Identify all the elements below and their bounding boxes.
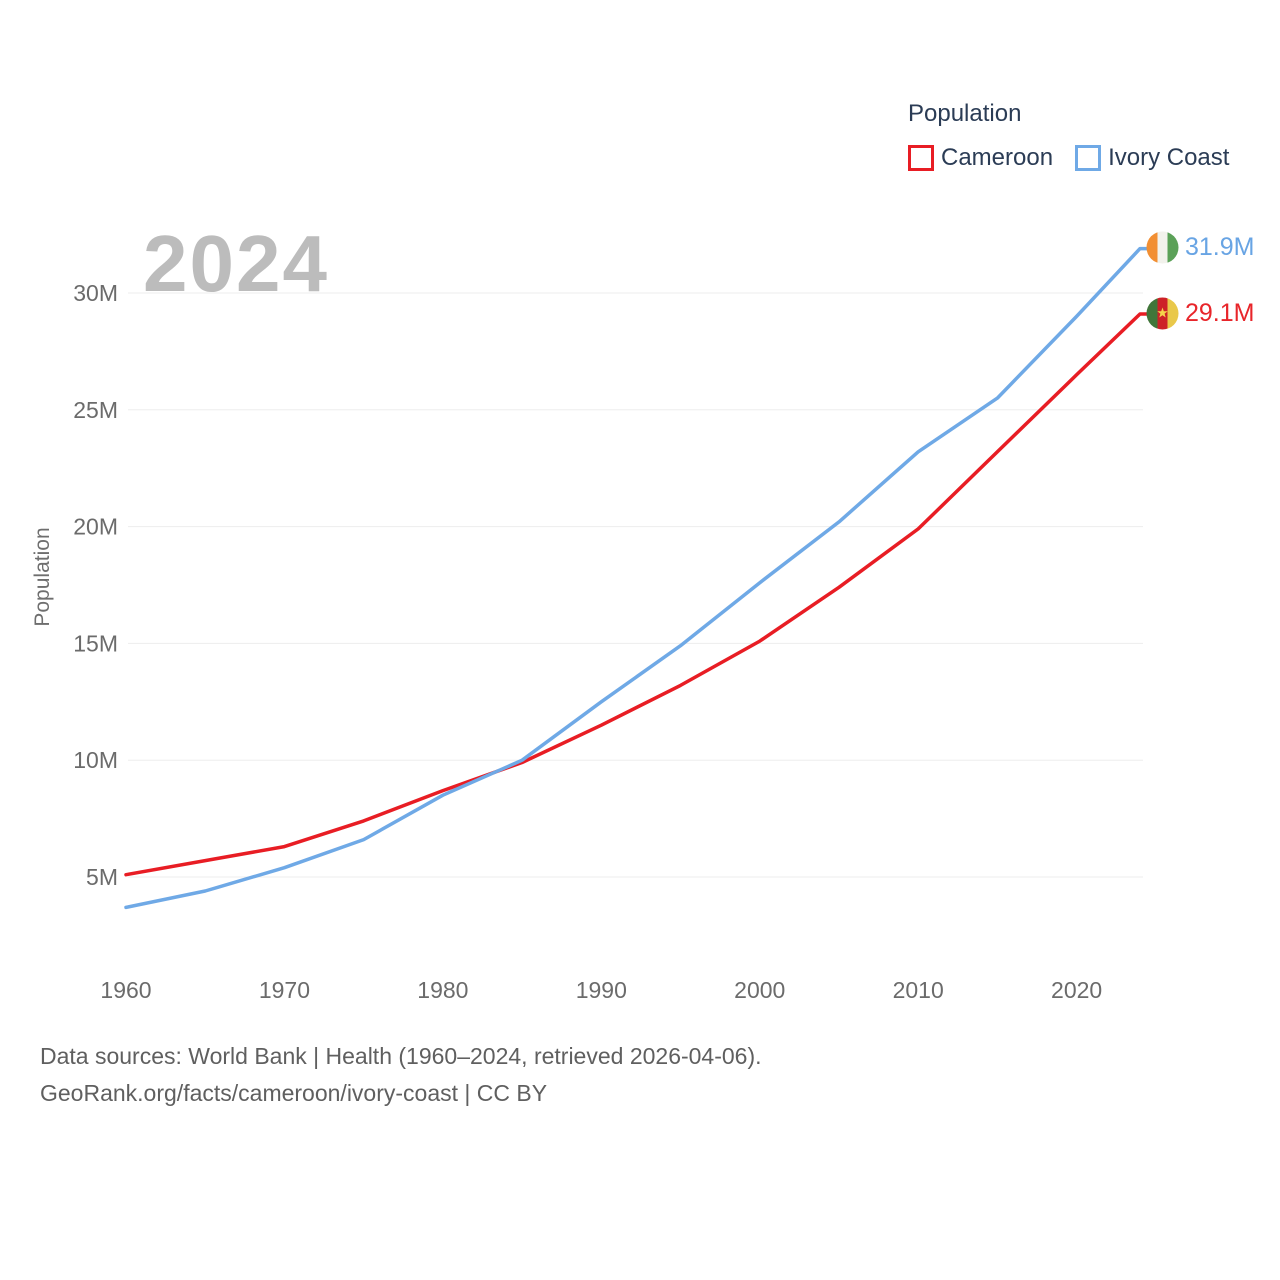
legend-title: Population <box>908 100 1022 127</box>
series-line-ivory-coast[interactable] <box>124 246 1149 910</box>
legend: Population Cameroon Ivory Coast <box>908 100 1240 172</box>
end-label-ivory-coast: 31.9M <box>1146 231 1254 264</box>
legend-item-label: Cameroon <box>941 144 1054 171</box>
attribution-line: GeoRank.org/facts/cameroon/ivory-coast |… <box>40 1080 548 1106</box>
y-tick-label: 20M <box>73 514 118 540</box>
x-tick-label: 1980 <box>417 977 468 1003</box>
legend-rows: Cameroon Ivory Coast <box>908 144 1240 172</box>
legend-item-ivory-coast[interactable]: Ivory Coast <box>1075 144 1229 172</box>
x-tick-label: 1990 <box>576 977 627 1003</box>
year-watermark: 2024 <box>143 219 329 308</box>
x-tick-label: 1970 <box>259 977 310 1003</box>
y-tick-label: 15M <box>73 630 118 656</box>
y-tick-label: 25M <box>73 397 118 423</box>
x-tick-label: 2020 <box>1051 977 1102 1003</box>
legend-item-cameroon[interactable]: Cameroon <box>908 144 1053 172</box>
x-tick-label: 1960 <box>100 977 151 1003</box>
cameroon-flag-icon <box>1146 297 1179 330</box>
footer: Data sources: World Bank | Health (1960–… <box>40 1038 762 1112</box>
end-value: 29.1M <box>1185 299 1255 327</box>
legend-item-label: Ivory Coast <box>1108 144 1230 171</box>
ivory-coast-swatch-icon <box>1075 145 1102 171</box>
ivory-coast-flag-icon <box>1146 231 1179 264</box>
end-value: 31.9M <box>1185 233 1255 261</box>
y-tick-label: 10M <box>73 747 118 773</box>
cameroon-swatch-icon <box>908 145 934 171</box>
end-label-cameroon: 29.1M <box>1146 297 1254 330</box>
x-tick-label: 2010 <box>893 977 944 1003</box>
data-sources-line: Data sources: World Bank | Health (1960–… <box>40 1043 762 1069</box>
y-tick-label: 30M <box>73 280 118 306</box>
y-tick-label: 5M <box>86 864 118 890</box>
series-line-cameroon[interactable] <box>124 312 1149 877</box>
x-tick-label: 2000 <box>734 977 785 1003</box>
